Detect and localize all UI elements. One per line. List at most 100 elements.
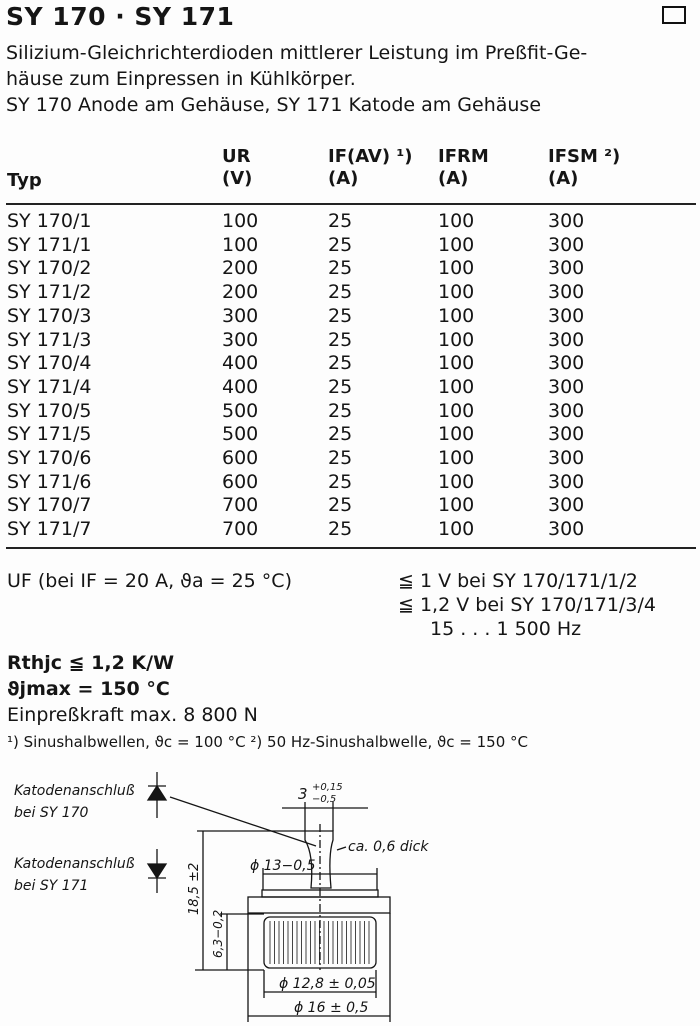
uf-value-2: ≦ 1,2 V bei SY 170/171/3/4	[398, 594, 656, 616]
table-cell: 300	[222, 304, 259, 327]
thickness-label: ca. 0,6 dick	[348, 839, 429, 855]
table-cell: 300	[548, 233, 585, 256]
table-cell: SY 170/5	[7, 399, 92, 422]
table-row: SY 170/7 700 25 100 300	[0, 494, 700, 518]
table-cell: 25	[328, 304, 353, 327]
svg-text:bei SY 170: bei SY 170	[14, 805, 89, 821]
table-cell: 25	[328, 518, 353, 541]
table-cell: 25	[328, 233, 353, 256]
footnotes: ¹) Sinushalbwellen, ϑc = 100 °C ²) 50 Hz…	[7, 733, 528, 751]
table-cell: 25	[328, 375, 353, 398]
table-cell: SY 171/5	[7, 423, 92, 446]
table-cell: 100	[438, 257, 475, 280]
table-cell: 25	[328, 328, 353, 351]
table-cell: 200	[222, 281, 259, 304]
header-typ: Typ	[7, 170, 42, 191]
table-cell: 300	[548, 352, 585, 375]
description-line: häuse zum Einpressen in Kühlkörper.	[6, 68, 356, 90]
table-cell: 100	[438, 328, 475, 351]
table-cell: 100	[438, 399, 475, 422]
table-cell: SY 171/1	[7, 233, 92, 256]
table-row: SY 171/3 300 25 100 300	[0, 329, 700, 353]
table-cell: SY 170/1	[7, 210, 92, 232]
table-row: SY 171/6 600 25 100 300	[0, 471, 700, 495]
table-cell: 100	[438, 352, 475, 375]
diode-symbol-sy170-icon	[146, 772, 168, 818]
table-cell: SY 170/2	[7, 257, 92, 280]
frequency-range: 15 . . . 1 500 Hz	[430, 618, 582, 640]
table-cell: 25	[328, 257, 353, 280]
table-cell: 300	[548, 494, 585, 517]
table-cell: 100	[438, 304, 475, 327]
table-bottom-rule	[6, 547, 696, 549]
table-cell: 300	[548, 328, 585, 351]
header-ifrm: IFRM (A)	[438, 146, 489, 189]
d13-dimension: ϕ 13−0,5	[250, 858, 316, 874]
table-cell: 25	[328, 281, 353, 304]
checkbox-symbol	[662, 6, 686, 24]
body-height-dimension: 6,3−0,2	[211, 910, 225, 958]
table-row: SY 170/3 300 25 100 300	[0, 305, 700, 329]
table-cell: 400	[222, 375, 259, 398]
table-cell: 100	[438, 518, 475, 541]
height-dimension: 18,5 ±2	[187, 863, 202, 915]
table-cell: 300	[548, 470, 585, 493]
table-cell: 100	[438, 423, 475, 446]
width-dimension: 3	[298, 785, 308, 803]
table-cell: 100	[438, 210, 475, 232]
table-row: SY 170/4 400 25 100 300	[0, 352, 700, 376]
press-force: Einpreßkraft max. 8 800 N	[7, 704, 258, 726]
table-cell: SY 170/3	[7, 304, 92, 327]
d128-dimension: ϕ 12,8 ± 0,05	[279, 976, 376, 992]
table-cell: 300	[548, 518, 585, 541]
table-row: SY 171/1 100 25 100 300	[0, 234, 700, 258]
table-cell: SY 170/6	[7, 447, 92, 469]
uf-label: UF (bei IF = 20 A, ϑa = 25 °C)	[7, 570, 292, 592]
table-cell: 100	[438, 494, 475, 517]
table-cell: 300	[548, 447, 585, 469]
table-row: SY 170/6 600 25 100 300	[0, 447, 700, 471]
table-cell: 300	[548, 304, 585, 327]
table-cell: 25	[328, 470, 353, 493]
header-ur: UR (V)	[222, 146, 253, 189]
svg-text:+0,15: +0,15	[312, 782, 343, 793]
table-cell: 700	[222, 518, 259, 541]
table-cell: 300	[222, 328, 259, 351]
table-row: SY 171/5 500 25 100 300	[0, 423, 700, 447]
table-cell: SY 171/2	[7, 281, 92, 304]
table-cell: 100	[438, 281, 475, 304]
table-cell: 500	[222, 399, 259, 422]
header-ifsm: IFSM ²) (A)	[548, 146, 621, 189]
thermal-resistance: Rthjc ≦ 1,2 K/W	[7, 652, 175, 674]
table-cell: 300	[548, 423, 585, 446]
table-cell: 100	[222, 210, 259, 232]
table-row: SY 170/5 500 25 100 300	[0, 400, 700, 424]
uf-value-1: ≦ 1 V bei SY 170/171/1/2	[398, 570, 638, 592]
description: Silizium-Gleichrichterdioden mittlerer L…	[6, 40, 696, 118]
table-row: SY 170/2 200 25 100 300	[0, 257, 700, 281]
header-ifav: IF(AV) ¹) (A)	[328, 146, 413, 189]
table-cell: SY 171/6	[7, 470, 92, 493]
table-row: SY 171/2 200 25 100 300	[0, 281, 700, 305]
table-cell: SY 171/4	[7, 375, 92, 398]
table-cell: 300	[548, 281, 585, 304]
table-cell: SY 170/7	[7, 494, 92, 517]
table-cell: 25	[328, 352, 353, 375]
cathode-label-sy170: Katodenanschluß	[14, 783, 135, 799]
table-cell: 200	[222, 257, 259, 280]
table-cell: SY 171/7	[7, 518, 92, 541]
diode-symbol-sy171-icon	[146, 849, 168, 893]
table-cell: 100	[438, 470, 475, 493]
dimension-drawing: Katodenanschluß bei SY 170 Katodenanschl…	[14, 772, 429, 1022]
description-line: SY 170 Anode am Gehäuse, SY 171 Katode a…	[6, 94, 542, 116]
table-cell: 25	[328, 494, 353, 517]
table-row: SY 170/1 100 25 100 300	[0, 210, 700, 234]
cathode-label-sy171: Katodenanschluß	[14, 856, 135, 872]
table-cell: 600	[222, 470, 259, 493]
table-row: SY 171/4 400 25 100 300	[0, 376, 700, 400]
table-cell: 300	[548, 375, 585, 398]
table-cell: 100	[438, 233, 475, 256]
table-cell: SY 170/4	[7, 352, 92, 375]
table-cell: 100	[438, 447, 475, 469]
